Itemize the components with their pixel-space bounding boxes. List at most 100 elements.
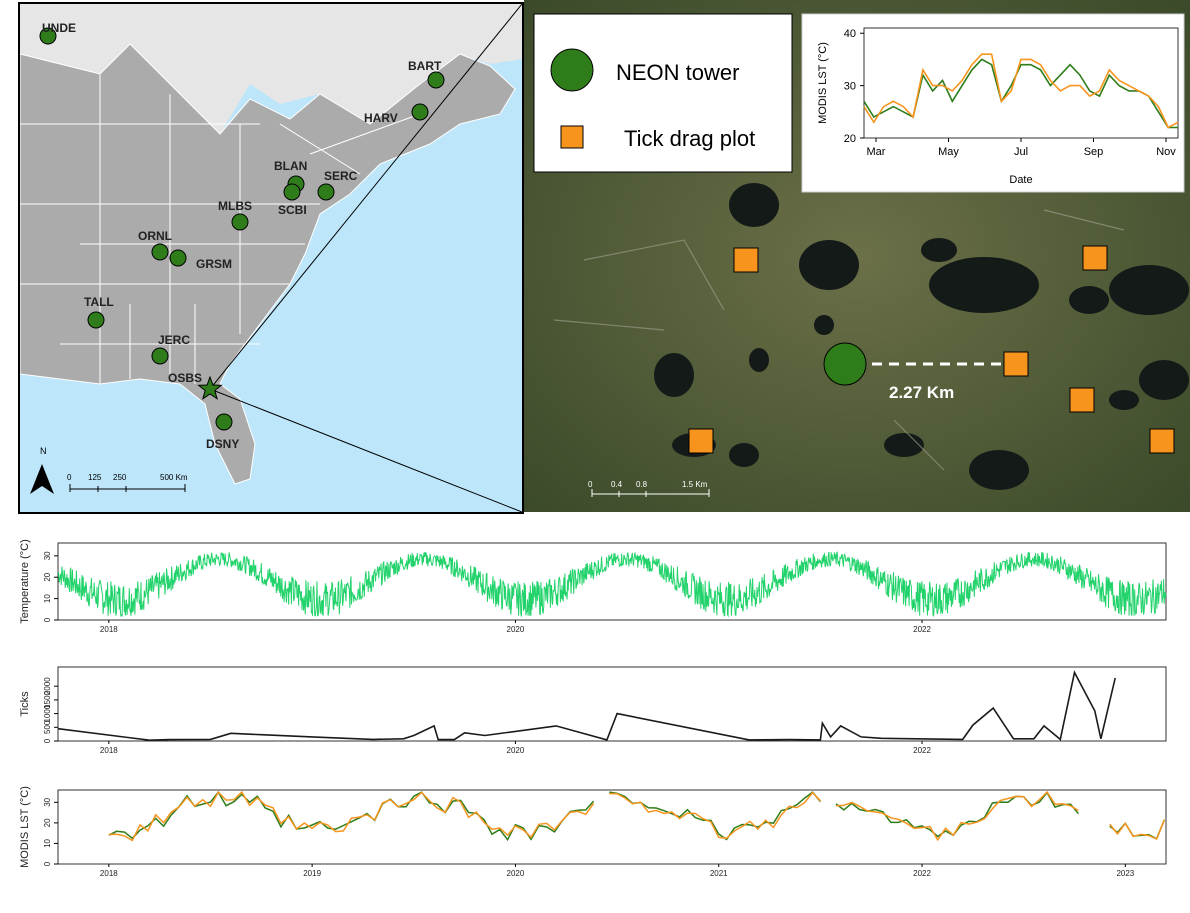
site-label: SERC	[324, 169, 358, 183]
usa-land	[20, 43, 516, 485]
site-label: OSBS	[168, 371, 202, 385]
north-arrow-icon: N	[30, 446, 54, 494]
satellite-svg: NEON tower Tick drag plot 20 30 40 Mar May Ju…	[524, 0, 1190, 512]
x-tick-label: 2021	[710, 869, 728, 878]
x-tick-label: 2020	[507, 746, 525, 755]
y-tick-label: 30	[43, 551, 52, 560]
site-label: BLAN	[274, 159, 307, 173]
y-tick-label: 0	[43, 617, 52, 622]
zoom-line-top	[209, 4, 522, 390]
y-axis-title: Temperature (°C)	[19, 539, 31, 623]
site-marker	[283, 183, 301, 201]
site-marker	[39, 27, 57, 45]
y-tick-label: 20	[43, 818, 52, 827]
x-tick-label: 2018	[100, 625, 118, 634]
lakes	[654, 183, 1189, 490]
scale-label-2: 250	[113, 473, 127, 482]
site-label: DSNY	[206, 437, 239, 451]
site-marker	[317, 183, 335, 201]
y-axis-title: MODIS LST (°C)	[19, 786, 31, 868]
lst-series-line	[108, 790, 1166, 842]
inset-x-label: Date	[1009, 174, 1032, 186]
plot-legend-icon	[560, 125, 584, 149]
plot-marker	[688, 428, 714, 454]
y-tick-label: 40	[844, 28, 856, 40]
site-label: JERC	[158, 333, 190, 347]
map-scale-bar: 0 125 250 500 Km	[67, 473, 188, 492]
plot-marker	[1003, 351, 1029, 377]
state-lines	[20, 74, 421, 384]
lst-series-line	[108, 790, 1166, 842]
plot-frame	[57, 789, 1167, 865]
x-tick-label: Nov	[1156, 146, 1176, 158]
time-series-charts: 0 10 20 30 2018 2020 2022 Temperature (°C) 0 500…	[19, 539, 1167, 878]
site-marker	[411, 103, 429, 121]
plot-marker	[1082, 245, 1108, 271]
satellite-scale-bar: 0 0.4 0.8 1.5 Km	[588, 480, 710, 497]
satellite-legend: NEON tower Tick drag plot	[533, 13, 793, 173]
y-tick-label: 1000	[43, 704, 52, 722]
y-tick-label: 10	[43, 838, 52, 847]
site-label: MLBS	[218, 199, 252, 213]
site-marker	[215, 413, 233, 431]
inset-chart: 20 30 40 Mar May Jul Sep Nov Date MODIS LST (°C)	[817, 27, 1179, 186]
x-tick-label: 2023	[1116, 869, 1134, 878]
distance-label: 2.27 Km	[889, 383, 954, 402]
x-tick-label: 2022	[913, 746, 931, 755]
plot-frame	[57, 542, 1167, 621]
plot-markers	[688, 245, 1175, 454]
y-axis-title: Ticks	[19, 691, 31, 717]
x-tick-label: 2022	[913, 869, 931, 878]
x-tick-label: Sep	[1084, 146, 1104, 158]
satellite-panel: NEON tower Tick drag plot 20 30 40 Mar May Ju…	[524, 0, 1190, 512]
temperature-line	[57, 551, 1167, 618]
site-label: SCBI	[278, 203, 307, 217]
site-marker	[169, 249, 187, 267]
north-label: N	[40, 446, 47, 456]
ticks-line	[57, 670, 1116, 742]
y-tick-label: 1500	[43, 690, 52, 708]
y-tick-label: 30	[844, 81, 856, 93]
modis-lst-chart: 0 10 20 30 2018 2019 2020 2021 2022 2023 MODIS LST…	[19, 786, 1167, 878]
inset-series-line	[863, 53, 1179, 129]
map-panel: UNDE BART HARV BLAN SERC SCBI MLBS ORNL GRSM TALL…	[18, 2, 524, 514]
site-label: TALL	[84, 295, 114, 309]
site-label: UNDE	[42, 21, 76, 35]
y-tick-label: 500	[43, 720, 52, 734]
sat-scale-0: 0	[588, 480, 593, 489]
site-markers: UNDE BART HARV BLAN SERC SCBI MLBS ORNL GRSM TALL…	[39, 21, 445, 451]
tower-legend-icon	[550, 48, 594, 92]
y-tick-label: 30	[43, 797, 52, 806]
plot-marker	[1069, 387, 1095, 413]
plot-marker	[733, 247, 759, 273]
roads	[553, 209, 1125, 471]
site-label: BART	[408, 59, 442, 73]
y-tick-label: 0	[43, 861, 52, 866]
temperature-chart: 0 10 20 30 2018 2020 2022 Temperature (°C)	[19, 539, 1167, 634]
plot-frame	[57, 666, 1167, 742]
site-label: HARV	[364, 111, 398, 125]
y-tick-label: 20	[844, 133, 856, 145]
zoom-line-bottom	[209, 388, 522, 512]
sat-scale-1: 0.4	[611, 480, 623, 489]
x-tick-label: 2022	[913, 625, 931, 634]
plot-legend-label: Tick drag plot	[624, 126, 755, 151]
plot-marker	[1149, 428, 1175, 454]
scale-label-0: 0	[67, 473, 72, 482]
inset-y-label: MODIS LST (°C)	[817, 42, 829, 124]
sat-scale-2: 0.8	[636, 480, 648, 489]
neon-tower-marker	[823, 342, 867, 386]
tower-legend-label: NEON tower	[616, 60, 739, 85]
y-tick-label: 2000	[43, 677, 52, 695]
scale-label-1: 125	[88, 473, 102, 482]
y-tick-label: 0	[43, 738, 52, 743]
site-marker	[151, 243, 169, 261]
x-tick-label: May	[938, 146, 959, 158]
scale-label-3: 500 Km	[160, 473, 188, 482]
inset-chart-bg	[801, 13, 1185, 193]
sat-scale-3: 1.5 Km	[682, 480, 708, 489]
x-tick-label: 2020	[507, 625, 525, 634]
star-icon	[197, 375, 223, 400]
y-tick-label: 10	[43, 594, 52, 603]
